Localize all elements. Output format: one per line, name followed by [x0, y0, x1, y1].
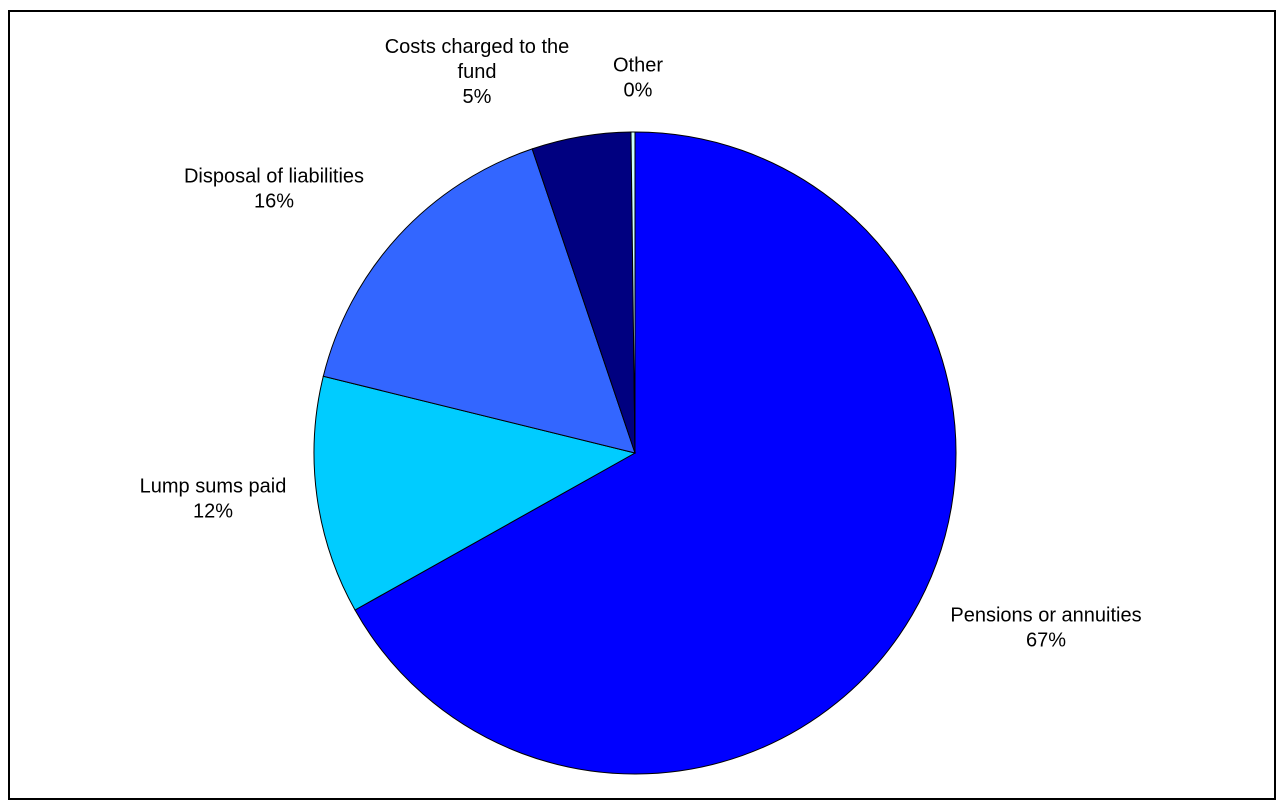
pie-slice-other — [630, 131, 636, 454]
slice-name: Costs charged to the — [385, 36, 570, 58]
pie-slices — [313, 131, 957, 775]
slice-percent: 12% — [193, 501, 233, 523]
slice-label: Lump sums paid 12% — [140, 476, 287, 523]
slice-percent: 0% — [624, 80, 653, 102]
slice-percent: 5% — [463, 86, 492, 108]
slice-name: Disposal of liabilities — [184, 166, 364, 188]
slice-name: Pensions or annuities — [950, 605, 1141, 627]
pie-slice-pensions-or-annuities — [354, 131, 957, 775]
slice-label: Disposal of liabilities 16% — [184, 166, 364, 213]
pie-slice-lump-sums-paid — [313, 375, 637, 611]
slice-percent: 16% — [254, 191, 294, 213]
slice-label: Costs charged to the fund 5% — [385, 36, 570, 108]
slice-name: Lump sums paid — [140, 476, 287, 498]
pie-slice-disposal-of-liabilities — [322, 148, 636, 454]
slice-percent: 67% — [1026, 630, 1066, 652]
slice-label: Pensions or annuities 67% — [950, 605, 1141, 652]
slice-label: Other 0% — [613, 55, 663, 102]
slice-name: fund — [458, 61, 497, 83]
slice-name: Other — [613, 55, 663, 77]
pie-labels: Pensions or annuities 67% Lump sums paid 12… — [140, 36, 1142, 652]
